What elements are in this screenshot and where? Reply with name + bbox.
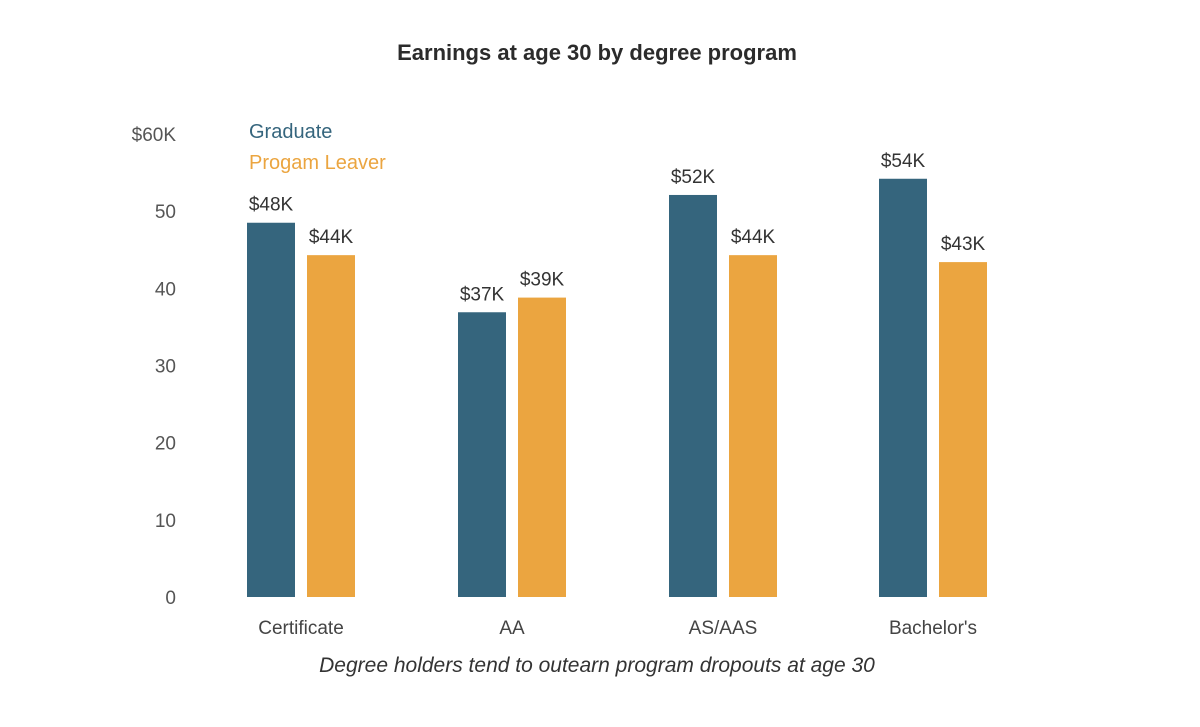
data-label-graduate-0: $48K xyxy=(249,195,294,216)
bar-graduate-3 xyxy=(879,178,927,598)
y-tick-label-50: 50 xyxy=(155,202,176,223)
bar-leaver-1 xyxy=(518,297,566,597)
x-axis-categories: Certificate AA AS/AAS Bachelor's xyxy=(258,618,977,639)
data-labels: $48K $44K $37K $39K $52K $44K $54K $43K xyxy=(249,151,986,305)
chart-subtitle: Degree holders tend to outearn program d… xyxy=(319,654,875,677)
y-tick-label-0: 0 xyxy=(165,588,176,609)
y-tick-label-40: 40 xyxy=(155,279,176,300)
y-tick-label-20: 20 xyxy=(155,434,176,455)
data-label-graduate-1: $37K xyxy=(460,284,505,305)
x-category-label-1: AA xyxy=(499,618,525,639)
chart-title: Earnings at age 30 by degree program xyxy=(397,40,797,65)
bar-leaver-2 xyxy=(729,255,777,597)
data-label-leaver-2: $44K xyxy=(731,227,776,248)
x-category-label-3: Bachelor's xyxy=(889,618,977,639)
data-label-leaver-3: $43K xyxy=(941,234,986,255)
bar-graduate-1 xyxy=(458,312,506,597)
y-tick-label-30: 30 xyxy=(155,357,176,378)
bar-graduate-0 xyxy=(247,222,295,597)
bar-graduate-2 xyxy=(669,194,717,597)
legend: Graduate Progam Leaver xyxy=(249,121,386,174)
bars xyxy=(247,178,987,598)
data-label-leaver-1: $39K xyxy=(520,270,565,291)
x-category-label-2: AS/AAS xyxy=(689,618,758,639)
y-axis-ticks: 0 10 20 30 40 50 $60K xyxy=(132,125,177,609)
legend-item-graduate: Graduate xyxy=(249,121,332,143)
legend-item-leaver: Progam Leaver xyxy=(249,152,386,174)
x-category-label-0: Certificate xyxy=(258,618,344,639)
y-tick-label-60: $60K xyxy=(132,125,177,146)
data-label-graduate-2: $52K xyxy=(671,167,716,188)
data-label-graduate-3: $54K xyxy=(881,151,926,172)
y-tick-label-10: 10 xyxy=(155,511,176,532)
bar-leaver-0 xyxy=(307,255,355,597)
bar-leaver-3 xyxy=(939,262,987,597)
data-label-leaver-0: $44K xyxy=(309,227,354,248)
